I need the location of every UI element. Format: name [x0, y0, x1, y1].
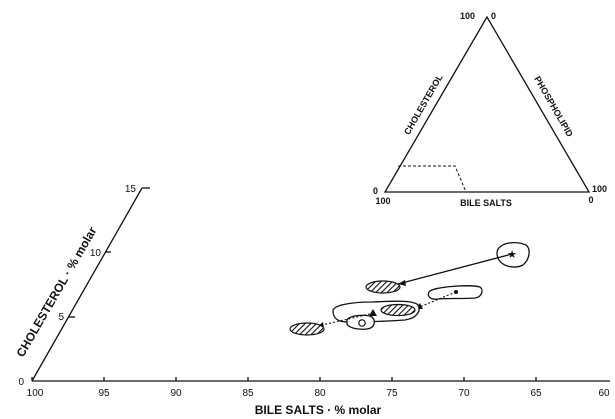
y-axis — [31, 187, 143, 382]
hatched-region — [365, 280, 401, 294]
y-axis-tick-labels: 0 5 10 15 — [18, 184, 136, 388]
x-axis-tick-labels: 100 95 90 85 80 75 70 65 60 — [27, 388, 610, 399]
left-corner-bottom-label: 100 — [375, 196, 390, 206]
y-tick-label: 15 — [125, 184, 137, 195]
x-tick-label: 75 — [386, 388, 398, 399]
x-tick-label: 100 — [27, 388, 44, 399]
tie-line — [397, 253, 513, 285]
triangle-marker — [369, 309, 377, 316]
tie-line-dotted — [416, 291, 457, 309]
x-tick-label: 95 — [98, 388, 110, 399]
x-tick-label: 70 — [458, 388, 470, 399]
dashed-boundary — [398, 165, 467, 193]
region-outline — [496, 242, 530, 268]
right-corner-bottom-label: 0 — [588, 195, 593, 205]
hatched-region — [289, 322, 325, 336]
y-axis-ticks — [69, 251, 111, 318]
ternary-bottom-label: BILE SALTS — [460, 198, 512, 208]
hatched-region — [380, 303, 416, 317]
star-marker: ★ — [507, 248, 517, 261]
y-tick-label: 0 — [18, 377, 24, 388]
apex-right-label: 0 — [491, 11, 496, 21]
y-tick-label: 10 — [90, 248, 102, 259]
right-corner-top-label: 100 — [592, 184, 607, 194]
x-tick-label: 85 — [242, 388, 254, 399]
tie-line-arrowhead — [398, 280, 406, 286]
y-axis-title: CHOLESTEROL · % molar — [14, 224, 100, 359]
x-tick-label: 65 — [530, 388, 542, 399]
x-tick-label: 90 — [170, 388, 182, 399]
x-axis-title: BILE SALTS · % molar — [255, 403, 382, 417]
left-corner-top-label: 0 — [373, 186, 378, 196]
x-axis-ticks — [31, 377, 537, 381]
apex-left-label: 100 — [460, 11, 475, 21]
ternary-triangle — [383, 15, 591, 193]
x-tick-label: 80 — [314, 388, 326, 399]
open-circle-marker — [358, 319, 366, 327]
y-tick-label: 5 — [58, 312, 64, 323]
ternary-inset: 100 0 0 100 100 0 CHOLESTEROL PHOSPHOLIP… — [373, 11, 607, 208]
x-tick-label: 60 — [598, 388, 610, 399]
tie-line-dotted — [321, 313, 371, 326]
